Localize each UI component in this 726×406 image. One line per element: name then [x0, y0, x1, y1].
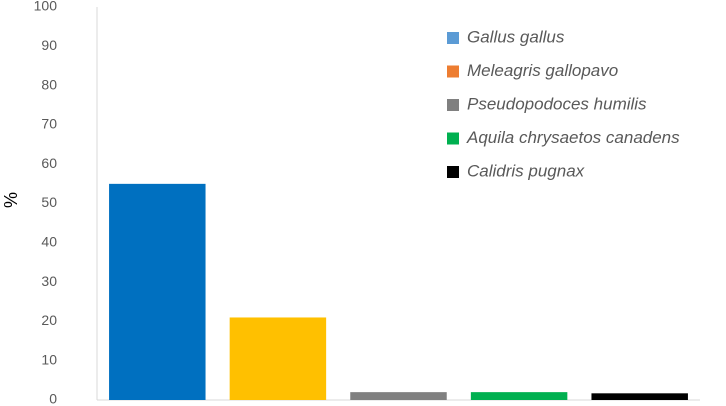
y-tick-label: 80	[41, 76, 57, 92]
legend-swatch	[447, 32, 459, 44]
y-axis-title: %	[1, 192, 21, 208]
bar	[229, 317, 327, 400]
legend-label: Pseudopodoces humilis	[467, 94, 647, 113]
y-tick-label: 100	[34, 0, 58, 14]
legend-label: Aquila chrysaetos canadens	[466, 128, 680, 147]
bar	[109, 183, 206, 400]
y-tick-label: 30	[41, 273, 57, 289]
bar	[470, 392, 568, 400]
bar	[350, 392, 447, 400]
legend: Gallus gallus Meleagris gallopavo Pseudopo…	[447, 27, 680, 180]
y-tick-label: 50	[41, 194, 57, 210]
legend-label: Meleagris gallopavo	[467, 61, 618, 80]
legend-swatch	[447, 99, 459, 111]
legend-label: Gallus gallus	[467, 27, 565, 46]
y-tick-label: 70	[41, 116, 57, 132]
y-tick-label: 20	[41, 312, 57, 328]
legend-swatch	[447, 65, 459, 78]
y-tick-label: 90	[41, 37, 57, 53]
legend-swatch	[447, 166, 459, 178]
y-tick-label: 0	[49, 391, 57, 406]
legend-swatch	[447, 132, 459, 145]
y-tick-label: 10	[41, 351, 57, 367]
y-tick-label: 40	[41, 234, 57, 250]
legend-label: Calidris pugnax	[467, 161, 585, 180]
bar	[591, 393, 688, 400]
y-tick-label: 60	[41, 155, 57, 171]
